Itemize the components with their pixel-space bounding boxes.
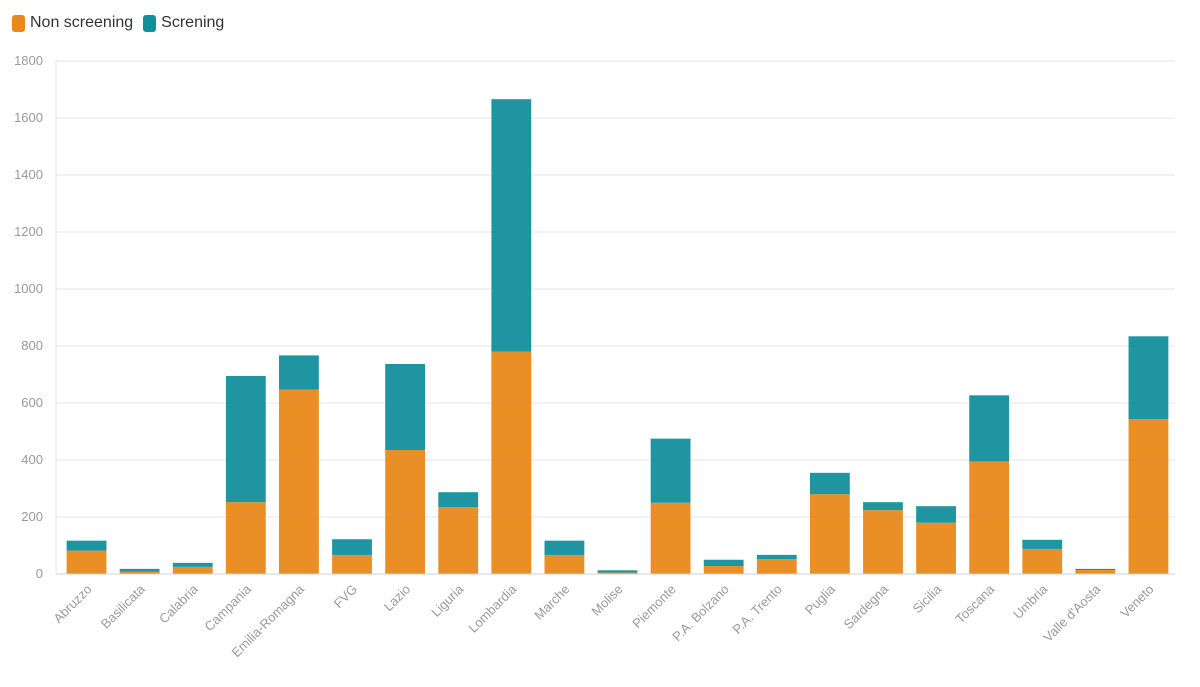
legend-item-screening[interactable]: Screning [143, 14, 224, 32]
bar-screening-lombardia[interactable] [491, 99, 532, 352]
bar-screening-puglia[interactable] [809, 472, 850, 495]
bars [66, 99, 1169, 574]
x-tick-label: Sicilia [910, 581, 945, 616]
bar-screening-calabria[interactable] [172, 562, 213, 567]
x-tick-label: Sardegna [841, 581, 892, 632]
bar-screening-p-a-trento[interactable] [756, 554, 797, 560]
legend-label-non-screening: Non screening [30, 14, 134, 31]
bar-screening-molise[interactable] [597, 570, 638, 573]
bar-non-screening-lazio[interactable] [385, 450, 426, 574]
y-axis: 0 200 400 600 800 1000 1200 1400 1600 1800 [14, 53, 57, 581]
x-tick-label: Molise [588, 582, 625, 619]
x-tick-label: P.A. Trento [729, 582, 784, 637]
bar-screening-veneto[interactable] [1128, 336, 1169, 419]
x-axis: Abruzzo Basilicata Calabria CampaniaEmilia-… [50, 573, 1175, 660]
x-tick-label: Calabria [156, 581, 201, 626]
x-tick-label: Lazio [381, 582, 414, 615]
x-tick-label: Liguria [428, 581, 467, 620]
bar-screening-toscana[interactable] [969, 395, 1010, 462]
bar-screening-p-a-bolzano[interactable] [703, 559, 744, 567]
y-tick-label: 200 [21, 509, 43, 524]
y-tick-label: 1000 [14, 281, 43, 296]
y-tick-label: 1200 [14, 224, 43, 239]
bar-screening-marche[interactable] [544, 540, 585, 555]
x-tick-label: Valle d'Aosta [1040, 581, 1104, 645]
y-tick-label: 400 [21, 452, 43, 467]
legend-swatch-screening [143, 14, 157, 32]
bar-screening-sicilia[interactable] [916, 506, 956, 523]
bar-screening-sardegna[interactable] [863, 502, 903, 511]
legend-label-screening: Screning [161, 14, 225, 31]
x-tick-label: Abruzzo [50, 582, 94, 626]
legend-swatch-non-screening [12, 14, 25, 32]
bar-non-screening-fvg[interactable] [332, 554, 372, 574]
bar-non-screening-veneto[interactable] [1128, 418, 1169, 574]
bar-non-screening-lombardia[interactable] [491, 351, 532, 574]
bar-screening-abruzzo[interactable] [66, 540, 107, 551]
y-tick-label: 0 [36, 566, 43, 581]
x-tick-label: Piemonte [629, 582, 678, 631]
bar-non-screening-campania[interactable] [225, 502, 266, 574]
bar-screening-emilia-romagna[interactable] [279, 355, 319, 390]
bar-non-screening-basilicata[interactable] [119, 571, 160, 574]
bar-non-screening-valle-d-aosta[interactable] [1075, 570, 1116, 574]
bar-non-screening-p-a-trento[interactable] [756, 559, 797, 574]
bar-non-screening-calabria[interactable] [172, 566, 213, 574]
bar-screening-fvg[interactable] [332, 539, 372, 555]
bar-screening-umbria[interactable] [1022, 539, 1063, 549]
x-tick-label: Campania [201, 581, 254, 634]
bar-screening-piemonte[interactable] [650, 438, 691, 503]
legend-item-non-screening[interactable]: Non screening [12, 14, 133, 32]
bar-non-screening-toscana[interactable] [969, 461, 1010, 574]
bar-screening-campania[interactable] [225, 375, 266, 503]
bar-screening-lazio[interactable] [385, 363, 426, 451]
bar-non-screening-p-a-bolzano[interactable] [703, 566, 744, 574]
x-tick-label: Veneto [1117, 582, 1156, 621]
x-tick-label: Umbria [1010, 581, 1051, 622]
bar-non-screening-umbria[interactable] [1022, 548, 1063, 574]
bar-non-screening-emilia-romagna[interactable] [279, 389, 319, 574]
legend: Non screening Screning [12, 14, 224, 32]
bar-screening-basilicata[interactable] [119, 568, 160, 572]
y-tick-label: 800 [21, 338, 43, 353]
bar-non-screening-marche[interactable] [544, 554, 585, 574]
x-tick-label: Basilicata [98, 581, 148, 631]
bar-non-screening-abruzzo[interactable] [66, 550, 107, 574]
x-tick-label: Puglia [802, 581, 839, 618]
y-tick-label: 600 [21, 395, 43, 410]
bar-non-screening-puglia[interactable] [809, 494, 850, 574]
bar-screening-valle-d-aosta[interactable] [1075, 568, 1116, 571]
bar-non-screening-sicilia[interactable] [916, 522, 956, 574]
x-tick-label: Toscana [952, 581, 997, 626]
x-tick-label: FVG [331, 582, 361, 612]
bar-screening-liguria[interactable] [438, 492, 479, 508]
bar-non-screening-molise[interactable] [597, 572, 638, 574]
y-tick-label: 1800 [14, 53, 43, 68]
bar-non-screening-liguria[interactable] [438, 507, 479, 574]
x-tick-label: Marche [531, 582, 572, 623]
y-tick-label: 1400 [14, 167, 43, 182]
x-tick-label: P.A. Bolzano [669, 582, 732, 645]
x-tick-label: Lombardia [465, 581, 520, 636]
bar-non-screening-piemonte[interactable] [650, 502, 691, 574]
bar-non-screening-sardegna[interactable] [863, 510, 903, 574]
y-tick-label: 1600 [14, 110, 43, 125]
